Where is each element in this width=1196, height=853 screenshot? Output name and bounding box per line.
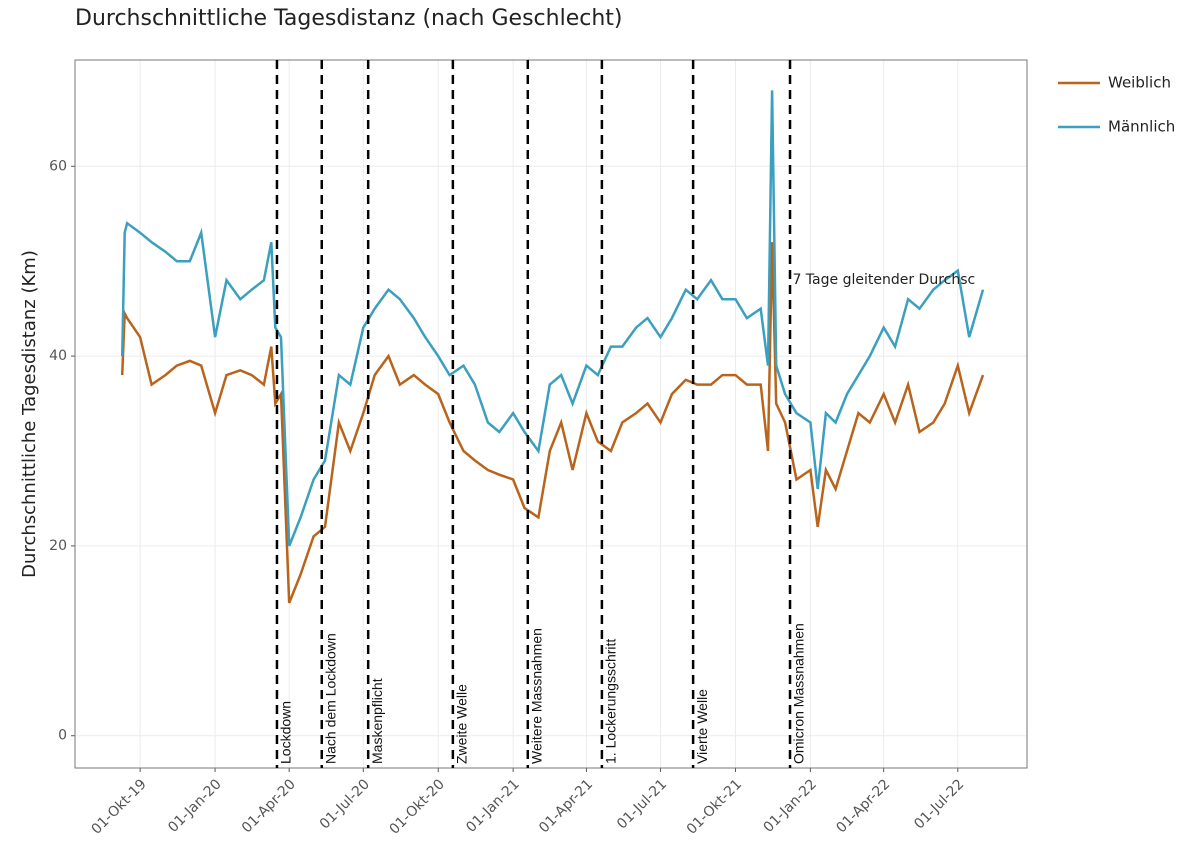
plot-area	[75, 60, 1027, 768]
event-label: Maskenpflicht	[369, 678, 385, 764]
y-tick-label: 60	[49, 158, 67, 174]
event-label: Vierte Welle	[694, 689, 710, 764]
plot-border	[74, 59, 1028, 769]
y-axis-title: Durchschnittliche Tagesdistanz (Km)	[19, 250, 40, 578]
line-series	[120, 242, 985, 604]
line-series	[120, 90, 985, 547]
x-tick-label: 01-Apr-21	[536, 776, 596, 836]
x-tick-label: 01-Jul-21	[614, 776, 670, 832]
x-tick-label: 01-Apr-20	[239, 776, 299, 836]
x-tick-label: 01-Jan-21	[463, 776, 522, 835]
y-tick-label: 20	[49, 538, 67, 554]
event-label: 1. Lockerungsschritt	[603, 639, 619, 764]
legend-label: Männlich	[1108, 118, 1175, 136]
x-tick-label: 01-Jan-22	[761, 776, 820, 835]
x-tick-label: 01-Jul-22	[911, 776, 967, 832]
chart-title: Durchschnittliche Tagesdistanz (nach Ges…	[75, 6, 622, 31]
event-label: Nach dem Lockdown	[322, 633, 338, 764]
x-tick-label: 01-Okt-20	[387, 776, 448, 837]
event-label: Lockdown	[278, 701, 294, 764]
annotation: 7 Tage gleitender Durchsc	[792, 272, 975, 288]
event-label: Zweite Welle	[454, 684, 470, 764]
x-tick-label: 01-Jan-20	[165, 776, 224, 835]
event-label: Omicron Massnahmen	[791, 623, 807, 764]
x-tick-label: 01-Jul-20	[317, 776, 373, 832]
legend-label: Weiblich	[1108, 74, 1171, 92]
event-label: Weitere Massnahmen	[528, 628, 544, 764]
x-tick-label: 01-Apr-22	[833, 776, 893, 836]
x-tick-label: 01-Okt-21	[684, 776, 745, 837]
y-tick-label: 0	[58, 728, 67, 744]
x-tick-label: 01-Okt-19	[88, 776, 149, 837]
y-tick-label: 40	[49, 348, 67, 364]
